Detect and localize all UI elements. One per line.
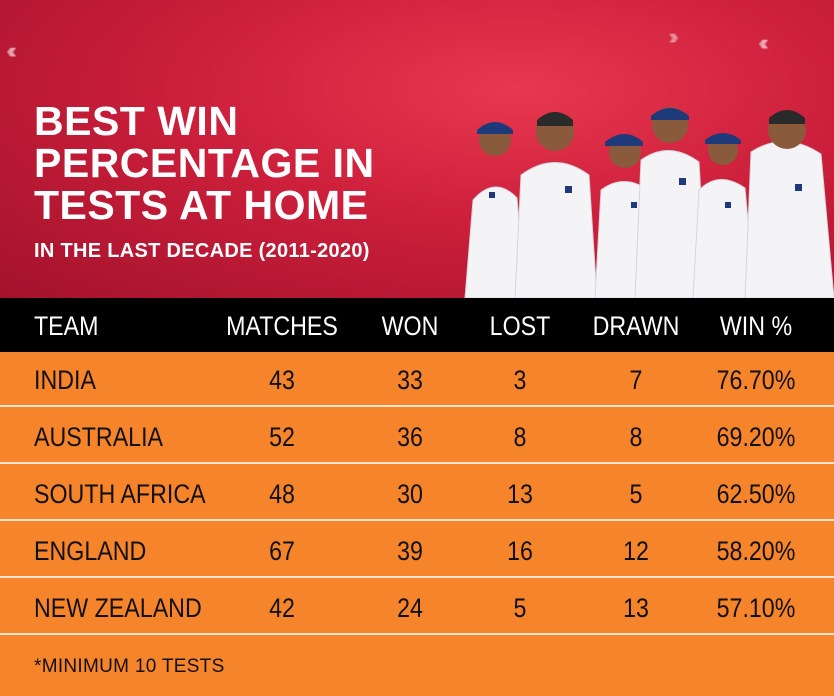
matches-cell: 43 — [269, 365, 295, 395]
header-banner: ‹‹‹‹ ›››› ‹‹‹‹ BEST WIN PERCENTAGE IN TE… — [0, 0, 834, 298]
chevron-decoration-mid: ›››› — [668, 24, 680, 49]
team-cell: SOUTH AFRICA — [34, 479, 206, 509]
drawn-cell: 5 — [629, 479, 643, 509]
lost-cell: 16 — [507, 536, 533, 566]
title-line-1: BEST WIN — [34, 98, 239, 144]
won-cell: 39 — [397, 536, 423, 566]
column-header-drawn: DRAWN — [592, 311, 680, 341]
table-row: INDIA 43 33 3 7 76.70% — [0, 352, 834, 407]
matches-cell: 67 — [269, 536, 295, 566]
chevron-decoration-right: ‹‹‹‹ — [758, 30, 770, 55]
lost-cell: 5 — [513, 593, 527, 623]
column-header-win-percent: WIN % — [719, 311, 793, 341]
won-cell: 30 — [397, 479, 423, 509]
chevron-decoration-left: ‹‹‹‹ — [6, 38, 18, 63]
team-cell: INDIA — [34, 365, 96, 395]
drawn-cell: 8 — [629, 422, 643, 452]
column-header-won: WON — [381, 311, 439, 341]
footnote: *MINIMUM 10 TESTS — [34, 656, 225, 677]
win-percent-cell: 57.10% — [716, 593, 796, 623]
team-cell: AUSTRALIA — [34, 422, 164, 452]
team-cell: ENGLAND — [34, 536, 147, 566]
lost-cell: 3 — [513, 365, 527, 395]
table-row: SOUTH AFRICA 48 30 13 5 62.50% — [0, 466, 834, 521]
win-percent-cell: 69.20% — [716, 422, 796, 452]
lost-cell: 8 — [513, 422, 527, 452]
players-photo — [464, 107, 834, 298]
column-header-lost: LOST — [489, 311, 551, 341]
table-header: TEAM MATCHES WON LOST DRAWN WIN % — [0, 298, 834, 352]
drawn-cell: 12 — [623, 536, 649, 566]
column-header-team: TEAM — [34, 311, 99, 341]
title-line-3: TESTS AT HOME — [34, 182, 369, 228]
won-cell: 24 — [397, 593, 423, 623]
matches-cell: 48 — [269, 479, 295, 509]
win-percent-cell: 58.20% — [716, 536, 796, 566]
won-cell: 36 — [397, 422, 423, 452]
page-subtitle: IN THE LAST DECADE (2011-2020) — [34, 240, 370, 262]
team-cell: NEW ZEALAND — [34, 593, 202, 623]
won-cell: 33 — [397, 365, 423, 395]
table-row: AUSTRALIA 52 36 8 8 69.20% — [0, 409, 834, 464]
lost-cell: 13 — [507, 479, 533, 509]
table-row: ENGLAND 67 39 16 12 58.20% — [0, 523, 834, 578]
matches-cell: 52 — [269, 422, 295, 452]
win-percent-cell: 62.50% — [716, 479, 796, 509]
drawn-cell: 13 — [623, 593, 649, 623]
page-title: BEST WIN PERCENTAGE IN TESTS AT HOME — [34, 100, 464, 226]
matches-cell: 42 — [269, 593, 295, 623]
title-line-2: PERCENTAGE IN — [34, 140, 375, 186]
drawn-cell: 7 — [629, 365, 643, 395]
column-header-matches: MATCHES — [226, 311, 338, 341]
table-row: NEW ZEALAND 42 24 5 13 57.10% — [0, 580, 834, 635]
win-percent-cell: 76.70% — [716, 365, 796, 395]
